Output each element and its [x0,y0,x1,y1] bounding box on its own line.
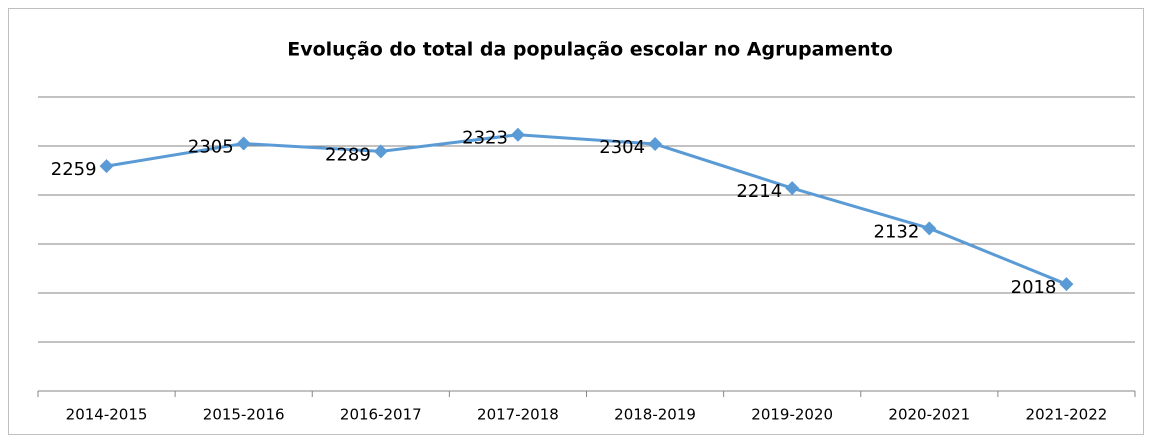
marker [1059,277,1074,292]
data-label: 2132 [874,221,920,242]
marker [99,159,114,174]
x-tick-label: 2016-2017 [340,406,422,424]
marker [236,136,251,151]
x-tick-label: 2020-2021 [888,406,970,424]
x-tick-label: 2018-2019 [614,406,696,424]
data-label: 2289 [325,144,371,165]
data-label: 2305 [188,137,234,158]
data-label: 2259 [51,159,97,180]
data-label: 2304 [599,137,645,158]
x-tick-label: 2015-2016 [203,406,285,424]
data-label: 2018 [1011,277,1057,298]
marker [785,181,800,196]
marker [922,221,937,236]
x-tick-label: 2017-2018 [477,406,559,424]
marker [510,127,525,142]
line [106,133,1068,286]
x-tick-label: 2014-2015 [66,406,148,424]
x-tick-label: 2021-2022 [1026,406,1108,424]
chart-border [8,8,1144,435]
data-label: 2214 [736,181,782,202]
x-tick-label: 2019-2020 [751,406,833,424]
chart-title: Evolução do total da população escolar n… [287,39,893,61]
data-label: 2323 [462,128,508,149]
marker [373,144,388,159]
marker [648,137,663,152]
